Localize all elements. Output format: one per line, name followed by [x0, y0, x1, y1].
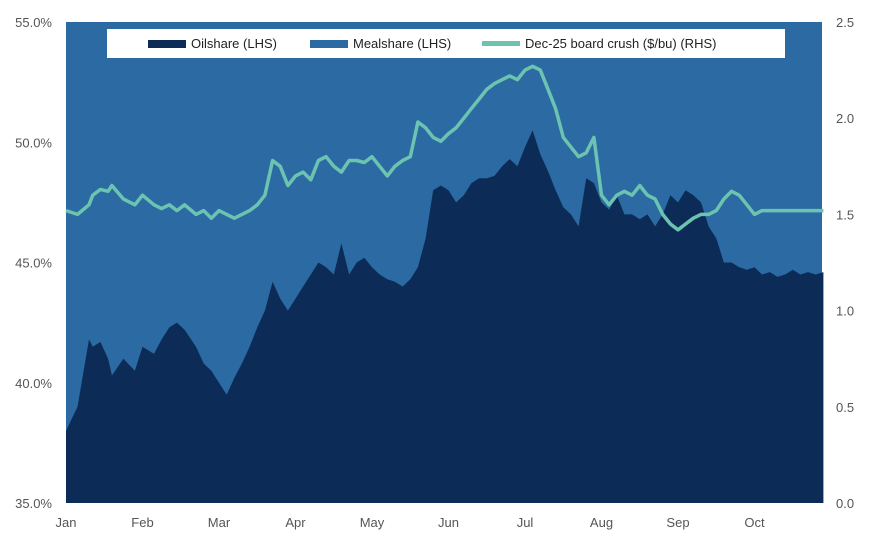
x-tick-label: Mar	[208, 515, 231, 530]
left-tick-label: 50.0%	[15, 135, 52, 150]
legend-label-crush: Dec-25 board crush ($/bu) (RHS)	[525, 36, 716, 51]
x-tick-label: Jun	[438, 515, 459, 530]
x-tick-label: Jan	[56, 515, 77, 530]
line-layer	[65, 64, 824, 232]
right-tick-label: 2.5	[836, 15, 854, 30]
x-tick-label: Oct	[744, 515, 765, 530]
oilshare-area	[66, 130, 824, 503]
left-tick-label: 55.0%	[15, 15, 52, 30]
legend-swatch-mealshare	[310, 40, 348, 48]
legend-swatch-crush	[482, 41, 520, 46]
legend-box	[107, 29, 785, 58]
left-tick-label: 40.0%	[15, 376, 52, 391]
legend: Oilshare (LHS) Mealshare (LHS) Dec-25 bo…	[107, 29, 785, 58]
crush-line	[65, 64, 824, 232]
x-tick-label: Apr	[285, 515, 306, 530]
legend-label-oilshare: Oilshare (LHS)	[191, 36, 277, 51]
legend-swatch-oilshare	[148, 40, 186, 48]
x-tick-label: May	[360, 515, 385, 530]
right-axis: 0.0 0.5 1.0 1.5 2.0 2.5	[836, 15, 854, 511]
right-tick-label: 1.5	[836, 207, 854, 222]
right-tick-label: 2.0	[836, 111, 854, 126]
right-tick-label: 1.0	[836, 304, 854, 319]
x-tick-label: Feb	[131, 515, 153, 530]
right-tick-label: 0.0	[836, 496, 854, 511]
left-tick-label: 35.0%	[15, 496, 52, 511]
right-tick-label: 0.5	[836, 400, 854, 415]
legend-label-mealshare: Mealshare (LHS)	[353, 36, 451, 51]
area-layer	[66, 130, 824, 503]
x-tick-label: Jul	[517, 515, 534, 530]
left-axis: 35.0% 40.0% 45.0% 50.0% 55.0%	[15, 15, 52, 511]
x-tick-label: Sep	[666, 515, 689, 530]
x-tick-label: Aug	[590, 515, 613, 530]
left-tick-label: 45.0%	[15, 256, 52, 271]
x-axis: Jan Feb Mar Apr May Jun Jul Aug Sep Oct	[56, 515, 765, 530]
